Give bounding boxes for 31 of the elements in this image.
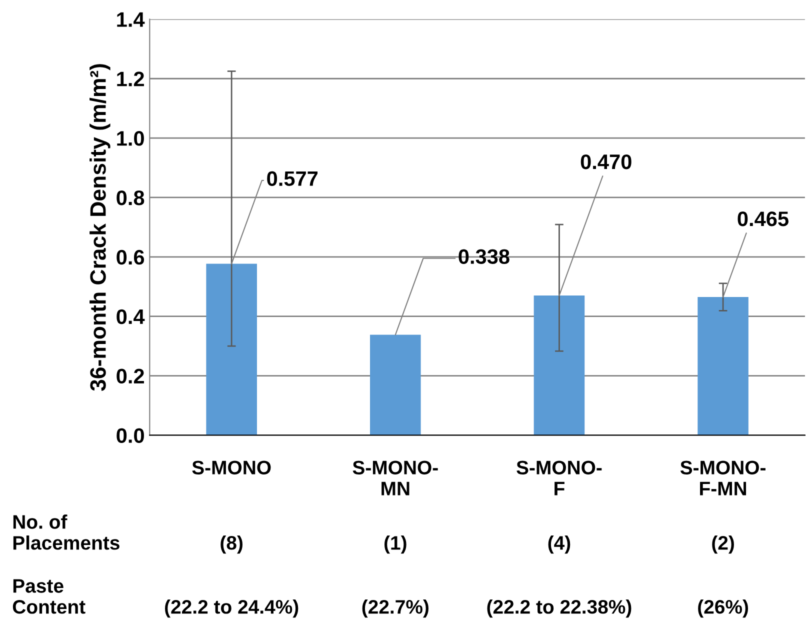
bar <box>698 297 748 436</box>
x-tick-label: S-MONO <box>192 460 271 474</box>
text: (22.2 to 22.38%) <box>487 599 632 618</box>
x-tick-label: S-MONO- F-MN <box>680 460 766 496</box>
bar <box>370 334 421 436</box>
text: (22.2 to 24.4%) <box>165 599 298 618</box>
text: (22.7%) <box>362 599 428 618</box>
y-tick-label: 0.0 <box>116 428 144 443</box>
data-label: 0.465 <box>738 211 788 226</box>
y-tick-label: 0.2 <box>116 368 144 384</box>
y-axis-title: 36-month Crack Density (m/m²) <box>90 64 110 391</box>
text: (4) <box>548 535 570 554</box>
text: (1) <box>384 535 406 554</box>
text: Paste Content <box>12 579 86 614</box>
text: (26%) <box>698 599 748 618</box>
text: (2) <box>712 535 734 554</box>
text: (8) <box>220 535 242 554</box>
y-tick-label: 1.4 <box>117 12 145 27</box>
x-tick-label: S-MONO- MN <box>352 460 438 496</box>
x-tick-label: S-MONO- F <box>516 460 602 496</box>
bar <box>534 296 585 436</box>
y-tick-label: 0.4 <box>116 309 145 324</box>
data-label: 0.338 <box>458 249 510 264</box>
bar <box>206 264 257 436</box>
text: No. of Placements <box>13 514 120 550</box>
y-tick-label: 1.2 <box>117 72 144 86</box>
y-tick-label: 0.8 <box>116 190 144 206</box>
y-tick-label: 0.6 <box>116 250 144 265</box>
y-tick-label: 1.0 <box>117 131 144 146</box>
data-label: 0.577 <box>267 171 318 186</box>
data-label: 0.470 <box>580 154 632 170</box>
